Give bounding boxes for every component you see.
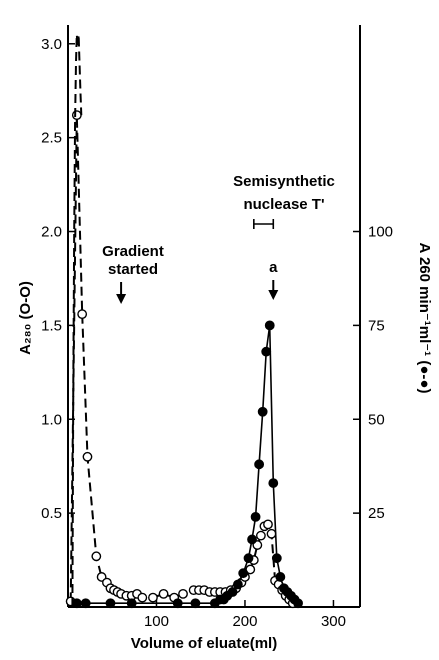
left-y-tick-label: 1.5 (41, 317, 62, 334)
series-1-point (80, 598, 91, 609)
annotation-gradient-line2: started (108, 261, 158, 278)
left-y-tick-label: 1.0 (41, 411, 62, 428)
left-y-tick-label: 2.0 (41, 224, 62, 241)
series-0-point (266, 528, 277, 539)
right-y-tick-label: 75 (368, 317, 385, 334)
series-0-point (255, 530, 266, 541)
series-1-point (238, 568, 249, 579)
left-y-tick-label: 0.5 (41, 505, 62, 522)
series-layer (65, 34, 303, 609)
series-1-point (227, 587, 238, 597)
series-0-point (178, 588, 188, 599)
series-1-point (268, 478, 279, 488)
annotation-nuclease-line2: nuclease T' (243, 196, 324, 213)
series-1-point (293, 598, 303, 609)
series-1-line (76, 325, 299, 604)
series-1-point (105, 598, 116, 609)
series-1-point (243, 553, 254, 564)
series-1-point (126, 598, 137, 609)
right-y-tick-label: 50 (368, 411, 385, 428)
axes: 100 200 300 0.5 1.0 1.5 2.0 2.5 3.0 25 50 75 100 (41, 25, 393, 630)
right-y-tick-label: 100 (368, 224, 393, 241)
series-1-point (264, 320, 275, 331)
series-1-point (271, 553, 282, 564)
right-y-tick-label: 25 (368, 505, 385, 522)
annotation-gradient-line1: Gradient (102, 243, 164, 260)
series-1-point (247, 534, 257, 545)
series-0-point (71, 110, 82, 121)
annotation-nuclease-line1: Semisynthetic (233, 173, 335, 190)
series-0-point (137, 592, 148, 603)
series-1-point (190, 598, 201, 609)
series-1-point (232, 579, 243, 590)
series-0-point (148, 592, 158, 603)
left-y-axis-title: A₂₈₀ (O-O) (17, 281, 34, 355)
series-1-point (254, 459, 265, 470)
series-1-point (250, 511, 261, 522)
right-y-axis-title: A 260 min⁻¹ml⁻¹ (●-●) (416, 243, 433, 394)
series-0-point (82, 451, 93, 462)
series-0-point (158, 588, 169, 599)
gradient-arrow-head (116, 294, 127, 304)
x-axis-title: Volume of eluate(ml) (131, 635, 277, 652)
series-1-point (71, 598, 82, 609)
x-tick-label: 300 (321, 613, 346, 630)
left-y-tick-label: 2.5 (41, 130, 62, 147)
series-0-point (91, 551, 102, 562)
series-0-point (263, 519, 273, 530)
series-1-point (275, 572, 286, 582)
left-y-tick-label: 3.0 (41, 36, 62, 53)
series-0-point (77, 309, 88, 320)
x-tick-label: 100 (144, 613, 169, 630)
series-1-point (261, 346, 272, 357)
x-tick-label: 200 (232, 613, 257, 630)
series-1-point (172, 598, 183, 609)
peak-a-arrow-head (268, 290, 279, 300)
annotation-peak-a: a (269, 259, 278, 276)
series-1-point (257, 406, 268, 417)
series-2-line (71, 34, 83, 608)
